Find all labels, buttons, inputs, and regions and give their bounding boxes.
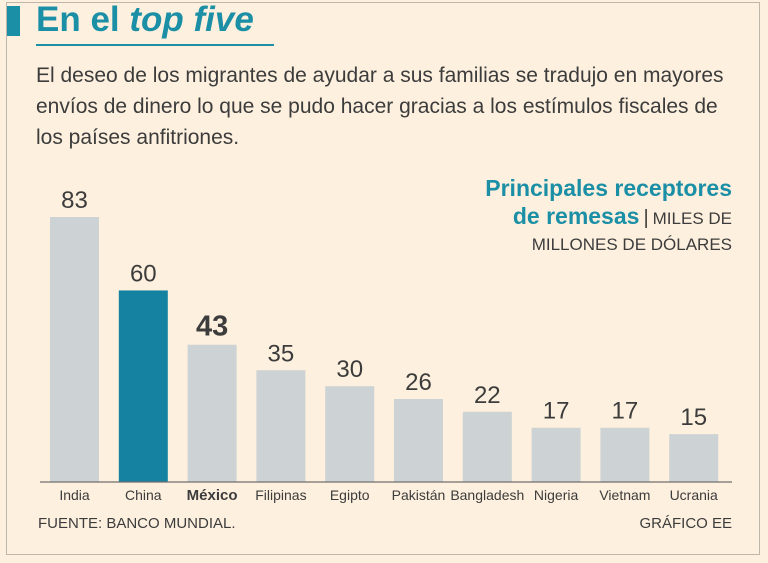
- bar-filipinas: [256, 370, 306, 482]
- source-note: FUENTE: BANCO MUNDIAL.: [38, 515, 236, 532]
- value-label-nigeria: 17: [543, 398, 570, 425]
- category-label-pakistán: Pakistán: [392, 487, 446, 503]
- value-label-ucrania: 15: [680, 404, 707, 431]
- bar-vietnam: [600, 427, 650, 482]
- bar-ucrania: [669, 434, 719, 482]
- graphic-frame: [6, 2, 760, 555]
- bar-méxico: [187, 344, 237, 482]
- value-label-bangladesh: 22: [474, 382, 501, 409]
- category-label-china: China: [125, 487, 162, 503]
- headline-italic: top five: [129, 0, 254, 39]
- headline-plain: En el: [36, 0, 130, 39]
- category-label-bangladesh: Bangladesh: [450, 487, 524, 503]
- bar-nigeria: [531, 427, 581, 482]
- title-separator: |: [643, 207, 649, 229]
- value-label-vietnam: 17: [612, 398, 639, 425]
- category-label-vietnam: Vietnam: [599, 487, 650, 503]
- bar-india: [50, 217, 99, 482]
- value-label-india: 83: [61, 187, 88, 214]
- value-label-pakistán: 26: [405, 369, 432, 396]
- category-label-egipto: Egipto: [330, 487, 370, 503]
- title-accent-bar: [7, 6, 20, 36]
- value-label-china: 60: [130, 260, 157, 287]
- headline-underline: [36, 44, 274, 46]
- value-label-filipinas: 35: [268, 340, 295, 367]
- bar-bangladesh: [462, 411, 512, 482]
- category-label-nigeria: Nigeria: [534, 487, 579, 503]
- graphic-credit: GRÁFICO EE: [639, 515, 732, 532]
- chart-units-line2: MILLONES DE DÓLARES: [531, 235, 732, 254]
- category-label-filipinas: Filipinas: [255, 487, 306, 503]
- value-label-egipto: 30: [336, 356, 363, 383]
- bar-pakistán: [394, 398, 443, 482]
- chart-title-line1: Principales receptores: [485, 175, 732, 201]
- bar-china: [118, 290, 168, 482]
- intro-text: El deseo de los migrantes de ayudar a su…: [36, 64, 724, 149]
- value-label-méxico: 43: [196, 311, 228, 343]
- category-label-ucrania: Ucrania: [670, 487, 718, 503]
- bar-egipto: [325, 386, 375, 482]
- headline: En el top five: [36, 0, 254, 40]
- category-label-india: India: [59, 487, 90, 503]
- category-label-méxico: México: [187, 487, 238, 504]
- chart-title-line2: de remesas: [512, 203, 640, 229]
- chart-title: Principales receptores de remesas | MILES …: [485, 173, 732, 260]
- chart-units-line1: MILES DE: [652, 209, 732, 228]
